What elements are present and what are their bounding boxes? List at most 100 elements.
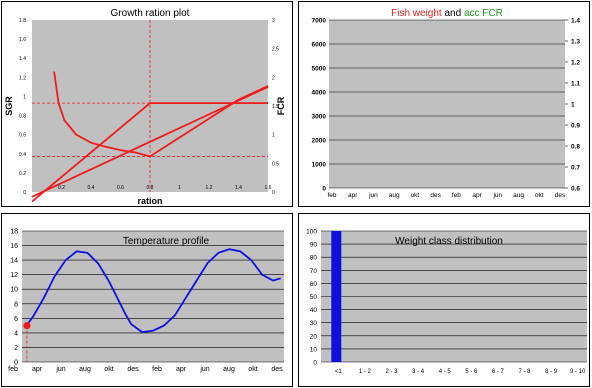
weight-y-tick-label: 40 — [310, 307, 318, 314]
fish-x-tick-label: jun — [368, 192, 378, 199]
fish-weight-panel: Fish weight and acc FCR 0 1000 2000 3000 400… — [298, 1, 590, 207]
fish-x-tick-label: jun — [492, 192, 502, 199]
temp-x-tick-label: des — [271, 366, 283, 373]
temp-x-tick-label: des — [127, 366, 139, 373]
temp-x-tick-label: feb — [152, 366, 162, 373]
weight-category-label: 8 - 9 — [545, 369, 558, 375]
temp-y-tick-label: 6 — [14, 316, 18, 323]
growth-left-tick-label: 1.2 — [19, 75, 26, 81]
weight-category-label: 9 - 10 — [570, 369, 586, 375]
weight-category-label: 6 - 7 — [492, 369, 505, 375]
temp-x-tick-label: okt — [248, 366, 257, 373]
temp-current-marker — [23, 322, 31, 330]
weight-category-label: 5 - 6 — [465, 369, 478, 375]
weight-category-label: <1 — [335, 369, 343, 375]
fish-x-tick-label: apr — [348, 192, 358, 199]
weight-chart-title: Weight class distribution — [395, 236, 503, 247]
fish-x-tick-label: okt — [535, 192, 544, 199]
temp-y-tick-label: 14 — [10, 258, 18, 265]
weight-category-label: 4 - 5 — [439, 369, 452, 375]
fish-left-tick-label: 7000 — [312, 18, 327, 25]
growth-x-tick-label: 0.6 — [117, 185, 124, 191]
temp-series-line — [26, 248, 281, 334]
growth-right-tick-label: 0 — [272, 190, 275, 196]
temp-y-tick-label: 10 — [10, 287, 18, 294]
growth-x-tick-label: 0.2 — [58, 185, 65, 191]
weight-y-tick-label: 80 — [310, 255, 318, 262]
fish-title-fcr: acc FCR — [464, 8, 503, 19]
weight-y-tick-label: 70 — [310, 268, 318, 275]
fish-right-tick-label: 0.9 — [571, 123, 580, 130]
growth-left-tick-label: 1 — [23, 94, 26, 100]
temp-x-tick-label: aug — [79, 366, 91, 373]
growth-right-tick-label: 2 — [272, 75, 275, 81]
fish-x-tick-label: aug — [513, 192, 524, 199]
temp-x-tick-label: okt — [104, 366, 113, 373]
fish-right-tick-label: 1.4 — [571, 18, 580, 25]
fish-weight-chart: Fish weight and acc FCR 0 1000 2000 3000 400… — [312, 8, 581, 199]
temp-chart-title: Temperature profile — [123, 236, 210, 247]
fish-plot-area — [329, 20, 565, 188]
fish-right-tick-label: 0.8 — [571, 144, 580, 151]
weight-category-label: 1 - 2 — [359, 369, 372, 375]
growth-x-axis-label: ration — [137, 196, 162, 206]
fish-title-weight: Fish weight — [391, 8, 442, 19]
growth-right-tick-label: 1.5 — [272, 104, 279, 110]
weight-y-tick-label: 60 — [310, 281, 318, 288]
weight-y-tick-label: 100 — [306, 229, 317, 236]
temp-x-tick-label: jun — [199, 366, 209, 373]
growth-right-tick-label: 3 — [272, 18, 275, 24]
fish-chart-title: Fish weight and acc FCR — [391, 8, 503, 19]
growth-left-tick-label: 0.8 — [19, 114, 26, 120]
weight-y-tick-label: 20 — [310, 333, 318, 340]
fish-left-tick-label: 6000 — [312, 42, 327, 49]
fish-right-tick-label: 1.3 — [571, 39, 580, 46]
temp-x-tick-label: feb — [8, 366, 18, 373]
weight-y-tick-label: 0 — [313, 360, 317, 367]
growth-ration-panel: Growth ration plot ration SGR FCR 0 0.2 0.… — [1, 1, 293, 207]
weight-category-label: 7 - 8 — [518, 369, 531, 375]
fish-x-tick-label: feb — [327, 192, 336, 199]
growth-left-tick-label: 1.8 — [19, 18, 26, 24]
temp-x-tick-label: aug — [223, 366, 235, 373]
fish-right-tick-label: 1.1 — [571, 81, 580, 88]
temp-y-tick-label: 0 — [14, 360, 18, 367]
fish-x-tick-label: feb — [452, 192, 461, 199]
fish-right-tick-label: 1.2 — [571, 60, 580, 67]
temp-plot-area — [22, 231, 284, 362]
growth-right-tick-label: 1 — [272, 133, 275, 139]
growth-series-line — [31, 86, 269, 198]
fish-left-tick-label: 4000 — [312, 90, 327, 97]
growth-right-tick-label: 2.5 — [272, 47, 279, 53]
growth-left-tick-label: 1.6 — [19, 37, 26, 43]
fish-x-tick-label: aug — [389, 192, 400, 199]
fish-left-tick-label: 2000 — [312, 138, 327, 145]
growth-right-axis-label: FCR — [276, 96, 286, 115]
growth-left-axis-label: SGR — [4, 96, 14, 116]
growth-x-tick-label: 1 — [178, 185, 181, 191]
temp-y-tick-label: 4 — [14, 330, 18, 337]
temp-x-tick-label: jun — [55, 366, 65, 373]
fish-right-tick-label: 0.6 — [571, 186, 580, 193]
growth-series-line — [31, 102, 268, 203]
fish-left-tick-label: 0 — [322, 186, 326, 193]
fish-title-and: and — [444, 8, 461, 19]
weight-category-label: 3 - 4 — [412, 369, 425, 375]
fish-right-tick-label: 0.7 — [571, 165, 580, 172]
weight-bar — [331, 231, 342, 362]
growth-ration-chart: Growth ration plot ration SGR FCR 0 0.2 0.… — [4, 8, 286, 206]
weight-y-tick-label: 90 — [310, 242, 318, 249]
growth-x-tick-label: 1.2 — [206, 185, 213, 191]
growth-x-tick-label: 0.4 — [88, 185, 95, 191]
growth-x-tick-label: 1.4 — [235, 185, 242, 191]
fish-left-tick-label: 1000 — [312, 162, 327, 169]
temp-y-tick-label: 2 — [14, 345, 18, 352]
weight-y-tick-label: 10 — [310, 346, 318, 353]
fish-x-tick-label: des — [555, 192, 566, 199]
fish-left-tick-label: 3000 — [312, 114, 327, 121]
growth-left-tick-label: 0.6 — [19, 133, 26, 139]
growth-series-line — [53, 71, 269, 158]
temp-y-tick-label: 12 — [10, 272, 18, 279]
growth-left-tick-label: 1.4 — [19, 56, 26, 62]
temp-y-tick-label: 16 — [10, 243, 18, 250]
